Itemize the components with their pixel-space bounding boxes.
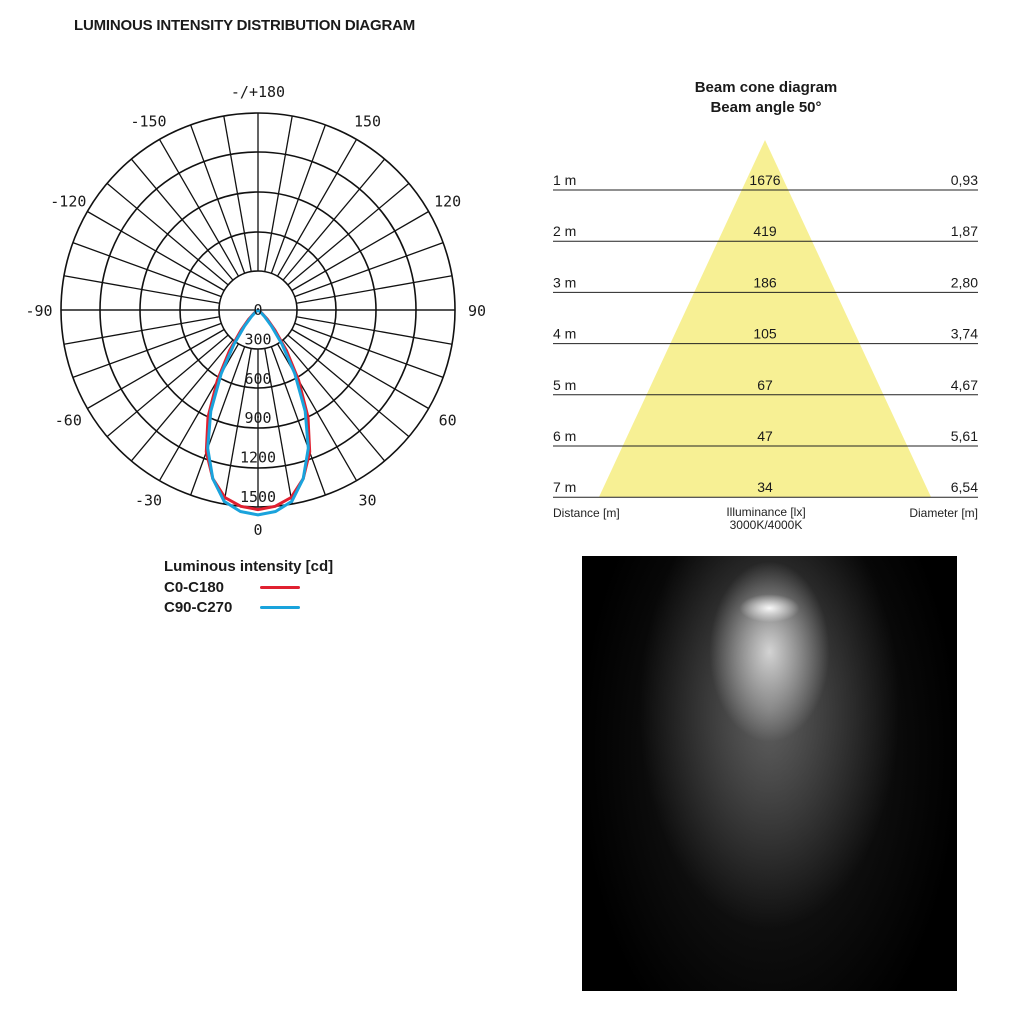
- distance-value: 3 m: [553, 274, 576, 290]
- distance-value: 2 m: [553, 223, 576, 239]
- illuminance-axis-label: Illuminance [lx] 3000K/4000K: [686, 506, 846, 530]
- radial-tick-label: 300: [244, 330, 271, 348]
- distance-value: 7 m: [553, 479, 576, 495]
- polar-ring: [99, 151, 417, 469]
- illuminance-label: Illuminance [lx]: [726, 506, 806, 519]
- distance-axis-label: Distance [m]: [553, 506, 620, 520]
- angle-label: 0: [253, 521, 262, 539]
- radial-tick-label: 900: [244, 409, 271, 427]
- illuminance-value: 34: [757, 479, 773, 495]
- polar-ring: [179, 231, 337, 389]
- distance-value: 1 m: [553, 172, 576, 188]
- radial-tick-label: 1500: [240, 488, 276, 506]
- legend-item-c90-c270: C90-C270: [164, 597, 333, 617]
- diameter-value: 5,61: [951, 428, 978, 444]
- distance-value: 5 m: [553, 377, 576, 393]
- beam-rendering-image: [582, 556, 957, 991]
- diameter-value: 2,80: [951, 274, 978, 290]
- diameter-value: 0,93: [951, 172, 978, 188]
- series-c90-c270-curve: [206, 308, 310, 517]
- angle-label: -/+180: [231, 83, 285, 101]
- legend-item-c0-c180: C0-C180: [164, 577, 333, 597]
- angle-label: 90: [468, 302, 486, 320]
- angle-label: -150: [130, 112, 166, 130]
- polar-diagram: -/+1801501209060300-30-60-90-120-1500300…: [25, 83, 486, 539]
- diameter-value: 1,87: [951, 223, 978, 239]
- legend-swatch-blue: [260, 605, 300, 609]
- angle-label: 150: [354, 112, 381, 130]
- illuminance-value: 67: [757, 377, 773, 393]
- diameter-value: 6,54: [951, 479, 978, 495]
- polar-ring: [139, 191, 377, 429]
- legend-label: C0-C180: [164, 578, 225, 596]
- angle-label: 30: [358, 492, 376, 510]
- angle-label: -90: [25, 302, 52, 320]
- legend-label: C90-C270: [164, 598, 233, 616]
- illuminance-value: 419: [753, 223, 777, 239]
- legend: Luminous intensity [cd] C0-C180 C90-C270: [164, 558, 333, 617]
- angle-label: -120: [50, 193, 86, 211]
- illuminance-value: 105: [753, 326, 777, 342]
- beam-glow: [582, 556, 957, 991]
- angle-label: 60: [439, 412, 457, 430]
- polar-grid: [60, 112, 456, 508]
- angle-label: 120: [434, 193, 461, 211]
- radial-tick-label: 600: [244, 370, 271, 388]
- illuminance-value: 1676: [749, 172, 780, 188]
- beam-cone-triangle: [599, 140, 931, 497]
- distance-value: 4 m: [553, 326, 576, 342]
- angle-label: -30: [135, 492, 162, 510]
- cone-title-line1: Beam cone diagram: [694, 79, 838, 96]
- diameter-value: 4,67: [951, 377, 978, 393]
- angle-label: -60: [55, 412, 82, 430]
- radial-tick-label: 0: [253, 301, 262, 319]
- legend-title: Luminous intensity [cd]: [164, 558, 334, 575]
- color-temperature-label: 3000K/4000K: [729, 518, 803, 531]
- illuminance-value: 186: [753, 274, 777, 290]
- diameter-axis-label: Diameter [m]: [909, 506, 978, 520]
- cone-title-line2: Beam angle 50°: [710, 99, 822, 116]
- radial-tick-label: 1200: [240, 449, 276, 467]
- page-title: LUMINOUS INTENSITY DISTRIBUTION DIAGRAM: [74, 17, 416, 34]
- polar-ring: [218, 270, 298, 350]
- cone-title: Beam cone diagram Beam angle 50°: [616, 78, 916, 118]
- legend-swatch-red: [260, 585, 300, 589]
- distance-value: 6 m: [553, 428, 576, 444]
- polar-ring: [60, 112, 456, 508]
- diameter-value: 3,74: [951, 326, 978, 342]
- beam-cone-diagram: 1 m 1676 0,93 2 m 419 1,87 3 m 186 2,80 4 m 105 3,7…: [553, 140, 978, 498]
- illuminance-value: 47: [757, 428, 773, 444]
